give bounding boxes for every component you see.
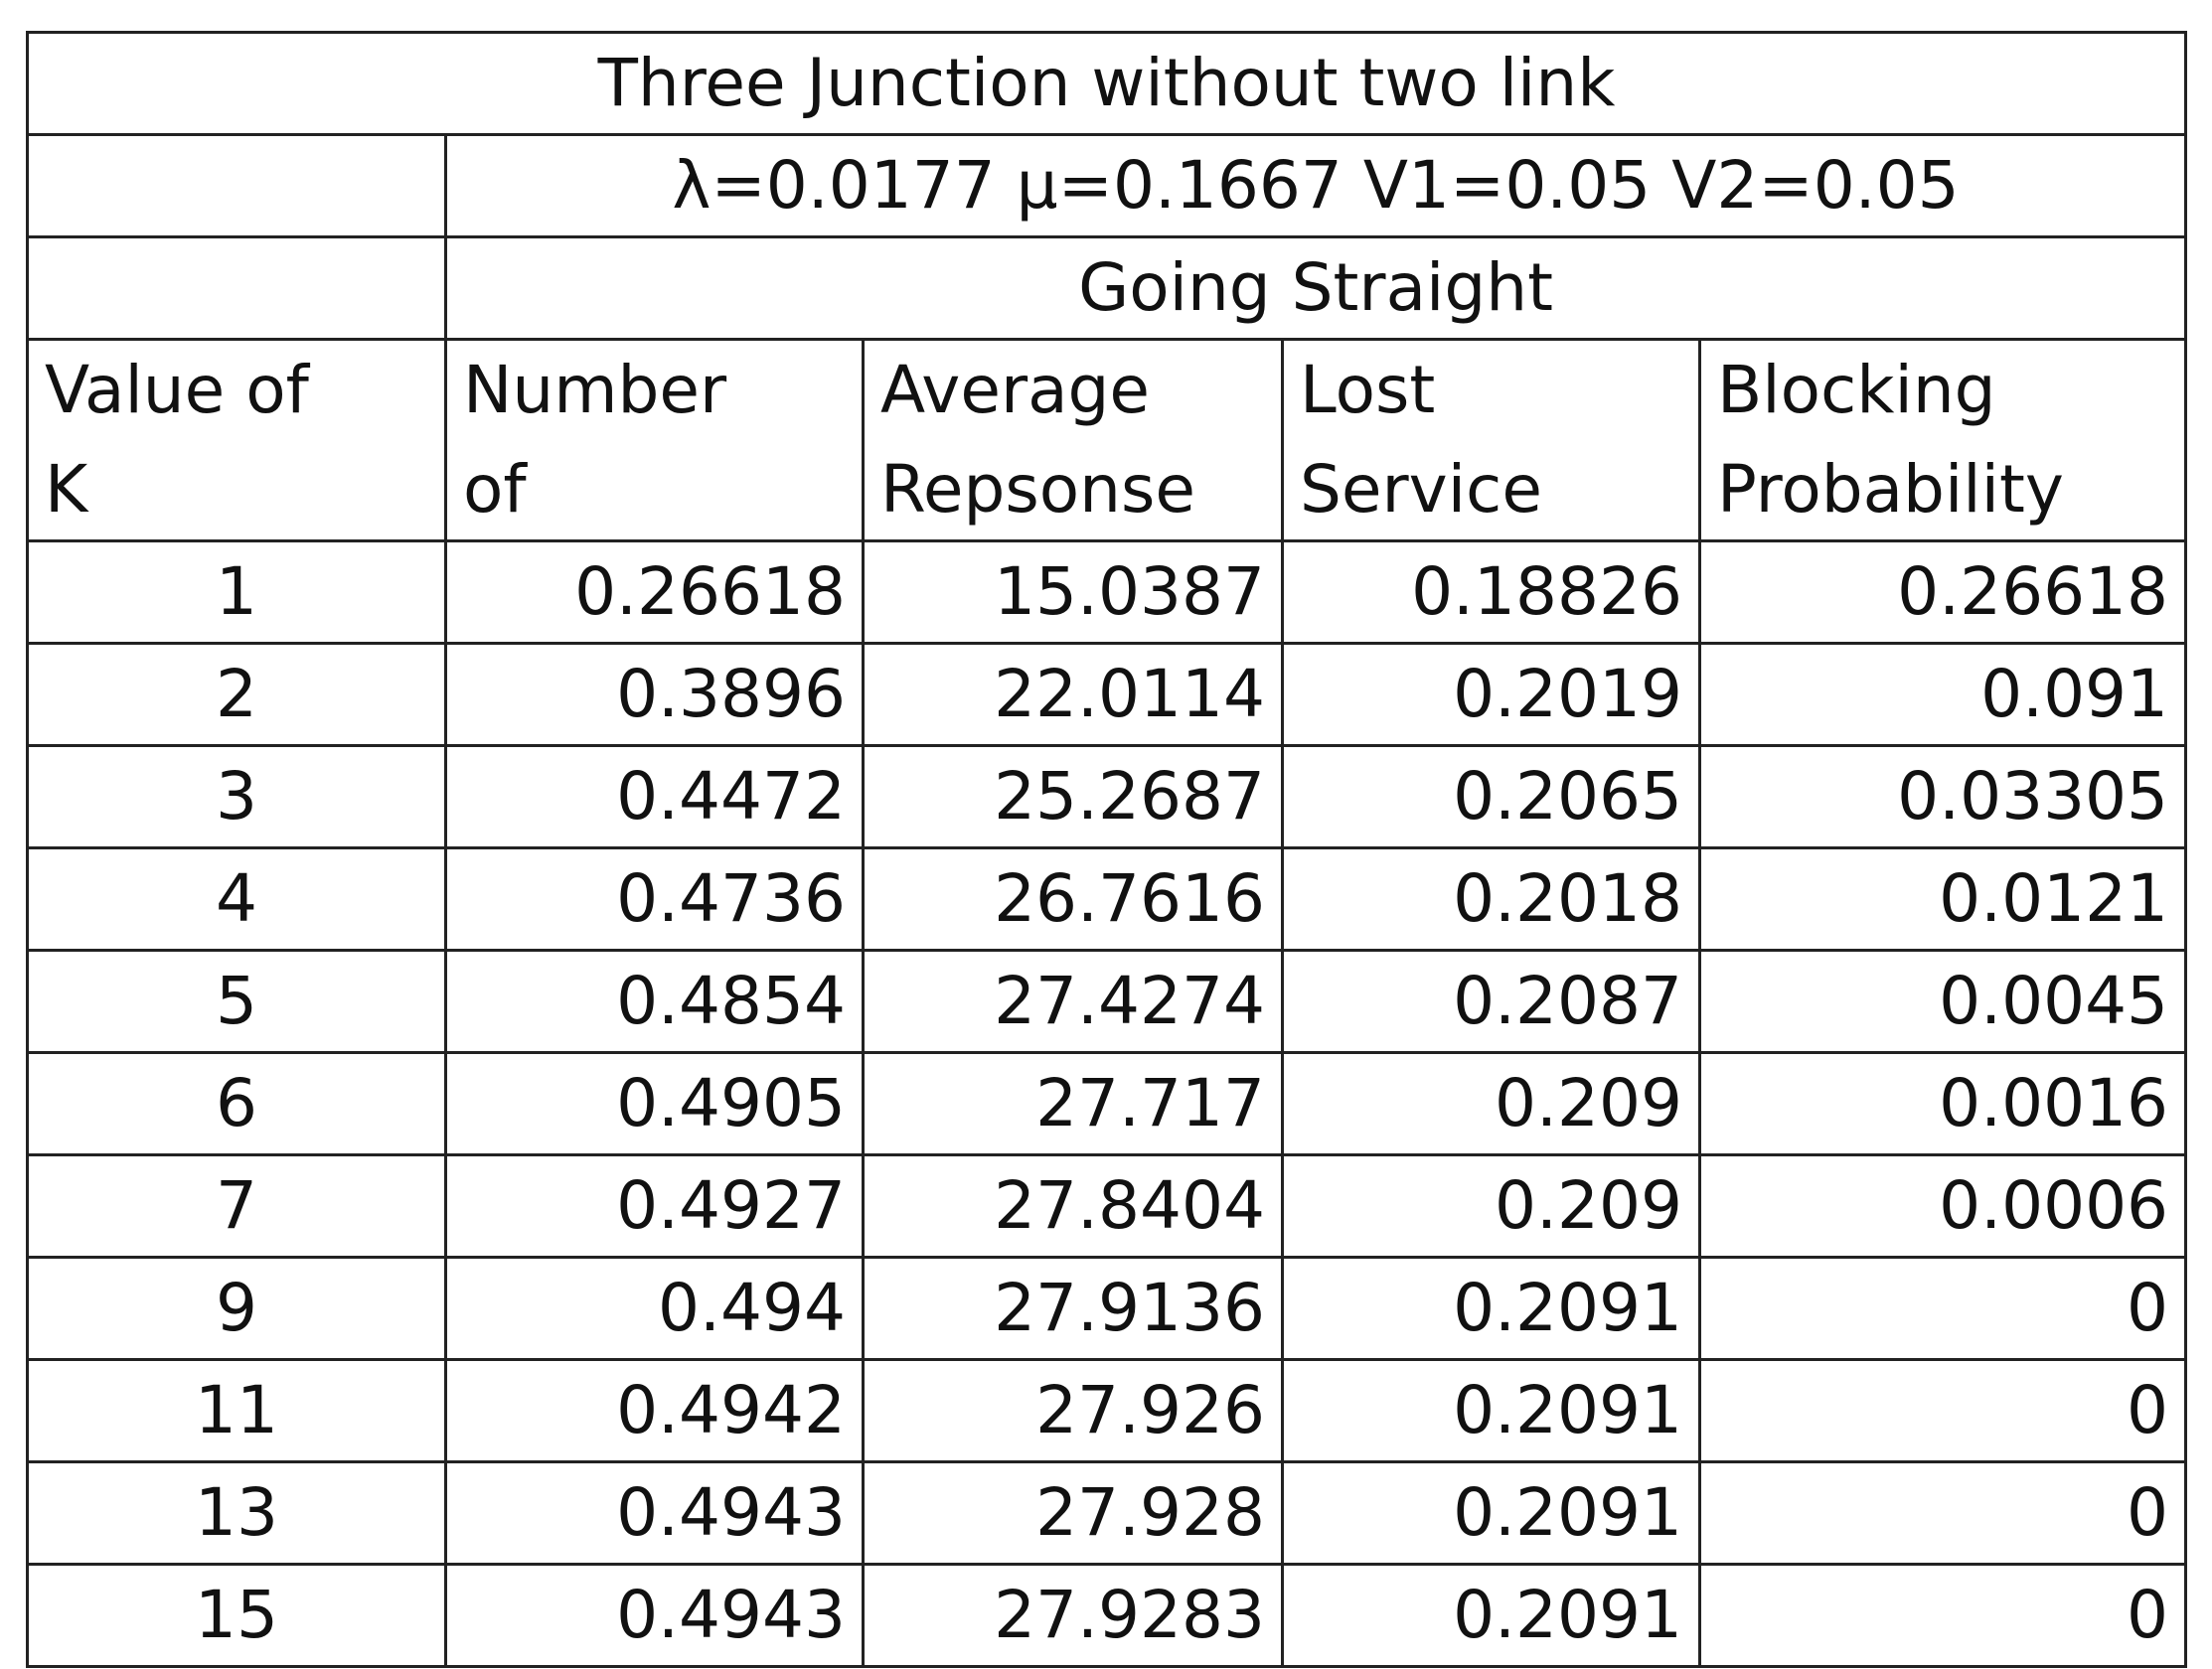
- data-cell: 0.091: [1697, 642, 2188, 747]
- data-cell: 0.18826: [1281, 539, 1701, 645]
- data-cell: 0.0121: [1697, 846, 2188, 952]
- data-cell: 0.209: [1281, 1153, 1701, 1259]
- k-value: 6: [26, 1051, 447, 1156]
- data-cell: 0.4854: [444, 949, 865, 1054]
- data-cell: 0.4943: [444, 1460, 865, 1566]
- data-cell: 0.2091: [1281, 1256, 1701, 1361]
- data-cell: 0.26618: [1697, 539, 2188, 645]
- data-cell: 0.4942: [444, 1358, 865, 1463]
- data-cell: 26.7616: [862, 846, 1284, 952]
- header-line: Lost: [1300, 352, 1436, 428]
- data-cell: 27.926: [862, 1358, 1284, 1463]
- data-cell: 0.2091: [1281, 1460, 1701, 1566]
- data-cell: 0.2018: [1281, 846, 1701, 952]
- header-line: of: [463, 451, 527, 528]
- header-line: Blocking: [1717, 352, 1996, 428]
- column-header: Number of: [444, 338, 865, 542]
- data-cell: 0: [1697, 1256, 2188, 1361]
- header-line: Service: [1300, 451, 1542, 528]
- parameters: λ=0.0177 μ=0.1667 V1=0.05 V2=0.05: [443, 133, 2188, 238]
- parameters-row: λ=0.0177 μ=0.1667 V1=0.05 V2=0.05: [26, 133, 2188, 238]
- k-value: 4: [26, 846, 447, 952]
- data-row: 4 0.4736 26.7616 0.2018 0.0121: [26, 846, 2188, 952]
- data-cell: 22.0114: [862, 642, 1284, 747]
- k-value: 9: [26, 1256, 447, 1361]
- k-value: 5: [26, 949, 447, 1054]
- data-table: Three Junction without two link λ=0.0177…: [25, 31, 2188, 1668]
- data-cell: 0: [1697, 1358, 2188, 1463]
- data-row: 13 0.4943 27.928 0.2091 0: [26, 1460, 2188, 1566]
- data-cell: 0.4943: [444, 1563, 865, 1668]
- data-cell: 0.4927: [444, 1153, 865, 1259]
- table-body: Three Junction without two link λ=0.0177…: [25, 31, 2188, 1668]
- data-row: 2 0.3896 22.0114 0.2019 0.091: [26, 642, 2188, 747]
- header-line: Average: [880, 352, 1151, 428]
- data-row: 5 0.4854 27.4274 0.2087 0.0045: [26, 949, 2188, 1054]
- group-row: Going Straight: [26, 235, 2188, 341]
- header-line: Number: [463, 352, 727, 428]
- k-value: 7: [26, 1153, 447, 1259]
- data-cell: 27.717: [862, 1051, 1284, 1156]
- data-cell: 27.8404: [862, 1153, 1284, 1259]
- data-cell: 0.494: [444, 1256, 865, 1361]
- data-cell: 0: [1697, 1563, 2188, 1668]
- data-row: 1 0.26618 15.0387 0.18826 0.26618: [26, 539, 2188, 645]
- group-label: Going Straight: [443, 235, 2188, 341]
- data-cell: 27.9283: [862, 1563, 1284, 1668]
- header-line: K: [45, 451, 88, 528]
- data-cell: 0.2019: [1281, 642, 1701, 747]
- data-row: 6 0.4905 27.717 0.209 0.0016: [26, 1051, 2188, 1156]
- data-cell: 27.4274: [862, 949, 1284, 1054]
- data-cell: 27.928: [862, 1460, 1284, 1566]
- data-cell: 0.2087: [1281, 949, 1701, 1054]
- table-title: Three Junction without two link: [25, 31, 2188, 136]
- k-value: 13: [26, 1460, 447, 1566]
- data-row: 9 0.494 27.9136 0.2091 0: [26, 1256, 2188, 1361]
- data-cell: 0.0006: [1697, 1153, 2188, 1259]
- data-row: 15 0.4943 27.9283 0.2091 0: [26, 1563, 2188, 1668]
- header-line: Probability: [1717, 451, 2064, 528]
- empty-cell: [26, 133, 447, 238]
- k-value: 15: [26, 1563, 447, 1668]
- data-cell: 0.2091: [1281, 1358, 1701, 1463]
- data-cell: 0.0045: [1697, 949, 2188, 1054]
- data-cell: 0.26618: [444, 539, 865, 645]
- data-row: 7 0.4927 27.8404 0.209 0.0006: [26, 1153, 2188, 1259]
- column-header: Lost Service: [1281, 338, 1701, 542]
- data-cell: 15.0387: [862, 539, 1284, 645]
- data-row: 3 0.4472 25.2687 0.2065 0.03305: [26, 744, 2188, 849]
- column-header: Value of K: [26, 338, 447, 542]
- data-cell: 0.2065: [1281, 744, 1701, 849]
- empty-cell: [26, 235, 447, 341]
- data-cell: 0.4472: [444, 744, 865, 849]
- data-cell: 0.03305: [1697, 744, 2188, 849]
- header-row: Value of K Number of Average Repsonse Lost Serv…: [26, 338, 2188, 542]
- data-cell: 0.209: [1281, 1051, 1701, 1156]
- k-value: 2: [26, 642, 447, 747]
- data-cell: 0.4736: [444, 846, 865, 952]
- k-value: 3: [26, 744, 447, 849]
- title-row: Three Junction without two link: [25, 31, 2188, 136]
- data-cell: 0.3896: [444, 642, 865, 747]
- data-cell: 0.2091: [1281, 1563, 1701, 1668]
- data-cell: 0.4905: [444, 1051, 865, 1156]
- data-cell: 0.0016: [1697, 1051, 2188, 1156]
- column-header: Blocking Probability: [1697, 338, 2188, 542]
- data-cell: 25.2687: [862, 744, 1284, 849]
- data-row: 11 0.4942 27.926 0.2091 0: [26, 1358, 2188, 1463]
- k-value: 11: [26, 1358, 447, 1463]
- data-cell: 0: [1697, 1460, 2188, 1566]
- column-header: Average Repsonse: [862, 338, 1284, 542]
- k-value: 1: [26, 539, 447, 645]
- data-cell: 27.9136: [862, 1256, 1284, 1361]
- header-line: Repsonse: [880, 451, 1195, 528]
- header-line: Value of: [45, 352, 309, 428]
